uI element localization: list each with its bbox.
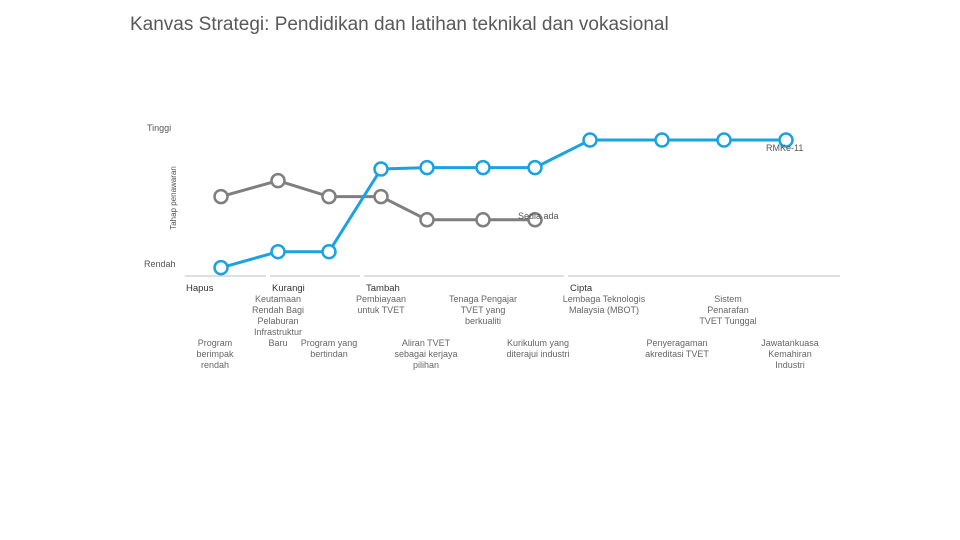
series-0-point-1: [270, 172, 286, 189]
series-1-point-5: [475, 159, 491, 176]
series-line-1: [220, 138, 786, 270]
series-1-point-1: [270, 243, 286, 260]
series-0-point-4: [419, 212, 435, 228]
series-1-point-10: [778, 132, 794, 148]
series-1-point-0: [213, 259, 229, 276]
series-1-point-6: [527, 159, 543, 176]
series-label-1: RMKe-11: [766, 143, 803, 153]
factor-label-2: Program yang bertindan: [301, 338, 358, 359]
factor-label-6: Kurikulum yang diterajui industri: [506, 338, 569, 359]
series-0-point-0: [213, 188, 229, 205]
group-label-hapus: Hapus: [186, 283, 214, 294]
series-0-point-6: [527, 212, 543, 228]
series-1-point-4: [419, 159, 435, 176]
y-axis-label: Tahap penawaran: [169, 166, 178, 230]
series-1-point-9: [716, 132, 732, 148]
page-title: Kanvas Strategi: Pendidikan dan latihan …: [130, 14, 669, 35]
series-0-point-2: [321, 188, 337, 205]
factor-label-9: Sistem Penarafan TVET Tunggal: [699, 294, 756, 326]
group-label-tambah: Tambah: [366, 283, 400, 294]
factor-label-1: Keutamaan Rendah Bagi Pelaburan Infrastrukt…: [252, 294, 304, 348]
series-1-point-7: [582, 132, 598, 148]
factor-label-7: Lembaga Teknologis Malaysia (MBOT): [563, 294, 646, 315]
factor-label-8: Penyeragaman akreditasi TVET: [645, 338, 709, 359]
factor-label-10: Jawatankuasa Kemahiran Industri: [761, 338, 819, 370]
factor-label-5: Tenaga Pengajar TVET yang berkualiti: [449, 294, 517, 326]
group-labels: Hapus Kurangi Tambah Cipta: [185, 275, 840, 294]
y-low-label: Rendah: [144, 259, 176, 269]
factor-label-4: Aliran TVET sebagai kerjaya pilihan: [394, 338, 457, 370]
series-label-0: Sedia ada: [518, 211, 559, 221]
y-high-label: Tinggi: [147, 123, 171, 133]
factor-label-3: Pembiayaan untuk TVET: [356, 294, 406, 315]
series-1-point-8: [654, 132, 670, 148]
group-label-cipta: Cipta: [570, 283, 593, 294]
series-1-point-2: [321, 243, 337, 260]
group-label-kurangi: Kurangi: [272, 283, 305, 294]
factor-labels: Program berimpak rendah Keutamaan Rendah Bag…: [196, 294, 818, 370]
factor-label-0: Program berimpak rendah: [196, 338, 234, 370]
series-layer: Sedia ada RMKe-11: [213, 132, 803, 276]
series-0-point-5: [475, 212, 491, 228]
series-1-point-3: [373, 161, 389, 177]
series-0-point-3: [373, 188, 389, 205]
